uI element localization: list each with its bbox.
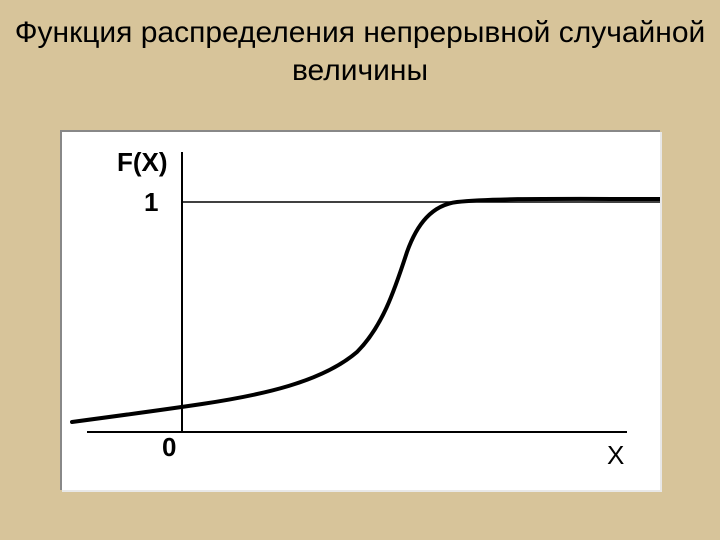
chart-container: F(X) 1 0 X: [60, 130, 660, 490]
cdf-plot: [62, 132, 662, 492]
slide-title: Функция распределения непрерывной случай…: [0, 14, 720, 89]
cdf-curve: [72, 199, 662, 422]
slide: Функция распределения непрерывной случай…: [0, 0, 720, 540]
